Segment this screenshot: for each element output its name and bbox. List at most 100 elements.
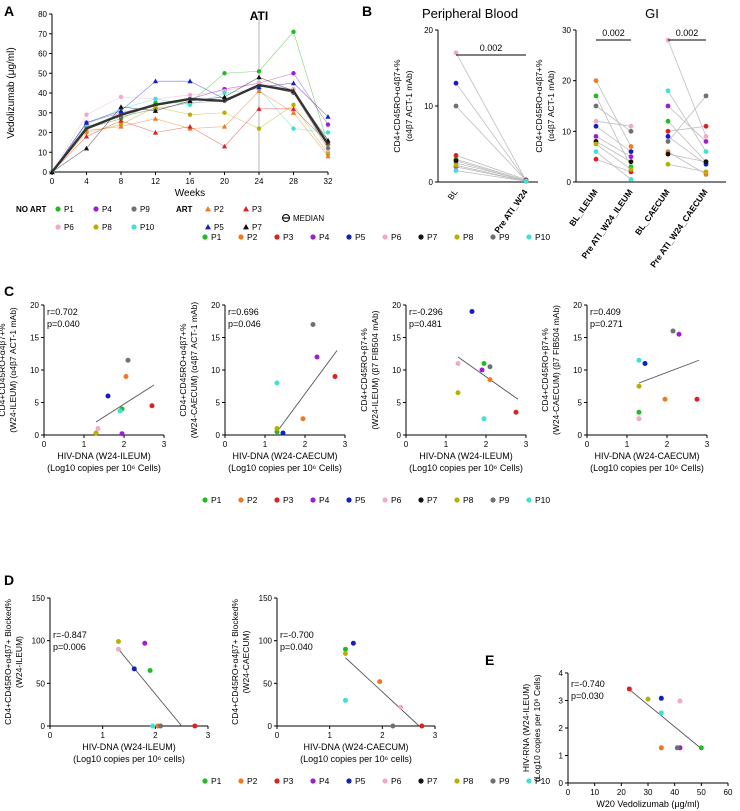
y-tick-label: 15 xyxy=(211,334,220,343)
legend-marker-P3 xyxy=(274,234,280,240)
legend-label-P9: P9 xyxy=(499,232,510,242)
legend-label-P2: P2 xyxy=(247,495,258,505)
point-E-P2 xyxy=(658,745,664,751)
y-tick-label: 15 xyxy=(573,334,582,343)
y-tick-label: 60 xyxy=(38,50,47,59)
point-C4-P3 xyxy=(694,396,700,402)
point-P7 xyxy=(152,108,159,113)
point-D1-P6 xyxy=(115,646,121,652)
point-P8 xyxy=(291,102,296,108)
legend-label-P1: P1 xyxy=(211,776,222,786)
legend-label-P4: P4 xyxy=(319,776,330,786)
chart-C4-xlabel-1: (Log10 copies per 10⁶ Cells) xyxy=(590,463,704,473)
point-C2-P2 xyxy=(300,416,306,422)
point-B2-P9 xyxy=(593,103,599,109)
point-C1-P8 xyxy=(93,430,99,436)
x-tick-label: 0 xyxy=(48,731,53,740)
legend-label-P10: P10 xyxy=(535,232,550,242)
y-tick-label: 30 xyxy=(38,109,47,118)
y-tick-label: 20 xyxy=(392,301,401,310)
x-tick-label: 16 xyxy=(186,177,195,186)
point-P4 xyxy=(291,71,296,76)
point-P1 xyxy=(222,71,227,76)
legend-marker-P4 xyxy=(93,206,99,212)
point-P5 xyxy=(290,80,297,86)
point-P10 xyxy=(325,130,331,135)
stat-r-D1: r=-0.847 xyxy=(53,630,87,640)
axes-D1: 0 50 100 150 0 1 2 3 xyxy=(32,594,211,740)
stat-r-C1: r=0.702 xyxy=(47,307,78,317)
stat-p-C1: p=0.040 xyxy=(47,319,80,329)
legend-label-P5: P5 xyxy=(355,495,366,505)
x-tick-label: 1 xyxy=(100,731,105,740)
x-tick-label: 1 xyxy=(444,440,449,449)
y-tick-label: 15 xyxy=(30,334,39,343)
axes-B1: 0 10 20 xyxy=(424,26,538,187)
x-tick-label: 1 xyxy=(82,440,87,449)
legend-marker-P10 xyxy=(526,497,532,503)
point-B2-P3 xyxy=(703,123,709,129)
pair-line-P4 xyxy=(595,136,632,158)
legend-no-art-label: NO ART xyxy=(16,205,46,214)
point-D1-P1 xyxy=(147,668,153,674)
legend-label-P1: P1 xyxy=(64,205,74,214)
chart-D1-ylabel-1: (W24-ILEUM) xyxy=(14,636,24,688)
x-tick-label: 28 xyxy=(289,177,298,186)
pvalue-B1: 0.002 xyxy=(480,43,503,53)
pair-line-P6 xyxy=(667,39,707,137)
point-D2-P1 xyxy=(342,646,348,652)
point-P5 xyxy=(256,84,262,90)
chart-B1-ylabel-1: CD4+CD45RO+α4β7+% xyxy=(392,59,402,153)
legend-row-D: P1 P2 P3 P4 P5 P6 P7 P8 P9 P10 xyxy=(211,776,550,786)
legend-marker-P9 xyxy=(490,234,496,240)
point-B2-P10 xyxy=(593,149,599,155)
point-P6 xyxy=(118,94,124,100)
x-cat-B2-0: BL_ILEUM xyxy=(567,187,600,228)
point-P7 xyxy=(256,74,262,80)
stat-p-D2: p=0.040 xyxy=(280,642,313,652)
point-B2-P6 xyxy=(593,118,599,124)
y-tick-label: 20 xyxy=(211,301,220,310)
point-C4-P8 xyxy=(636,383,642,389)
x-tick-label: 10 xyxy=(590,788,599,797)
x-tick-label: 0 xyxy=(50,177,55,186)
point-C4-P2 xyxy=(662,396,668,402)
chart-D2-ylabel-0: CD4+CD45RO+α4β7+ Blocked% xyxy=(230,599,240,725)
panel-letter-C: C xyxy=(4,283,14,299)
legend-label-P7: P7 xyxy=(427,495,438,505)
legend-marker-P5 xyxy=(346,497,352,503)
legend-marker-P8 xyxy=(454,497,460,503)
point-B2-P8 xyxy=(593,141,599,147)
point-B2-P7 xyxy=(665,151,671,157)
axes-B2: 0 10 20 30 xyxy=(562,26,726,187)
pair-line-P1 xyxy=(595,95,632,167)
point-D2-P8 xyxy=(342,650,348,656)
point-C3-P5 xyxy=(469,309,475,314)
point-P2 xyxy=(256,88,262,94)
legend-art-label: ART xyxy=(176,205,193,214)
point-C3-P3 xyxy=(513,409,519,415)
legend-label-P2: P2 xyxy=(247,776,258,786)
point-D1-P3 xyxy=(192,723,198,729)
y-tick-label: 0 xyxy=(397,431,402,440)
x-tick-label: 4 xyxy=(84,177,89,186)
point-E-P6 xyxy=(677,698,683,704)
chart-D1-ylabel-0: CD4+CD45RO+α4β7+ Blocked% xyxy=(3,599,13,725)
chart-C4-xlabel-0: HIV-DNA (W24-CAECUM) xyxy=(594,451,699,461)
point-B1-P10 xyxy=(523,178,529,184)
x-tick-label: 1 xyxy=(263,440,268,449)
legend-label-P6: P6 xyxy=(391,495,402,505)
legend-marker-P4 xyxy=(310,778,316,784)
pair-line-P5 xyxy=(667,136,707,165)
point-C4-P5 xyxy=(642,361,648,366)
pair-line-P4 xyxy=(667,105,707,142)
chart-C1-ylabel-0: CD4+CD45RO+α4β7+% xyxy=(0,323,7,417)
point-P7 xyxy=(221,94,228,100)
y-tick-label: 0 xyxy=(35,431,40,440)
legend-marker-P3 xyxy=(243,206,249,212)
x-tick-label: 3 xyxy=(162,440,167,449)
legend-marker-P4 xyxy=(310,234,316,240)
pair-line-P10 xyxy=(667,90,707,152)
point-C4-P4 xyxy=(676,331,682,337)
